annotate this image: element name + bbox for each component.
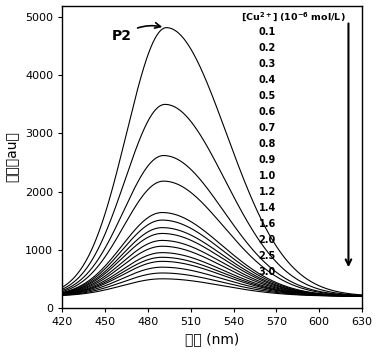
Text: 1.2: 1.2 xyxy=(259,187,276,197)
Text: 0.3: 0.3 xyxy=(259,59,276,69)
Text: 2.0: 2.0 xyxy=(259,235,276,245)
Text: 0.4: 0.4 xyxy=(259,75,276,85)
Text: 0.8: 0.8 xyxy=(259,139,276,149)
Text: 0.9: 0.9 xyxy=(259,155,276,165)
Text: 0.5: 0.5 xyxy=(259,91,276,101)
Text: 1.6: 1.6 xyxy=(259,219,276,229)
Text: 0.6: 0.6 xyxy=(259,107,276,117)
Text: 0.2: 0.2 xyxy=(259,43,276,53)
X-axis label: 波长 (nm): 波长 (nm) xyxy=(185,332,239,346)
Y-axis label: 强度（au）: 强度（au） xyxy=(6,131,20,182)
Text: 1.4: 1.4 xyxy=(259,203,276,213)
Text: 2.5: 2.5 xyxy=(259,251,276,261)
Text: 1.0: 1.0 xyxy=(259,171,276,181)
Text: 3.0: 3.0 xyxy=(259,267,276,277)
Text: P2: P2 xyxy=(112,23,161,43)
Text: $\mathbf{[Cu^{2+}]\ (10^{-6}\ mol/L)}$: $\mathbf{[Cu^{2+}]\ (10^{-6}\ mol/L)}$ xyxy=(240,10,345,23)
Text: 0.7: 0.7 xyxy=(259,123,276,133)
Text: 0.1: 0.1 xyxy=(259,27,276,37)
